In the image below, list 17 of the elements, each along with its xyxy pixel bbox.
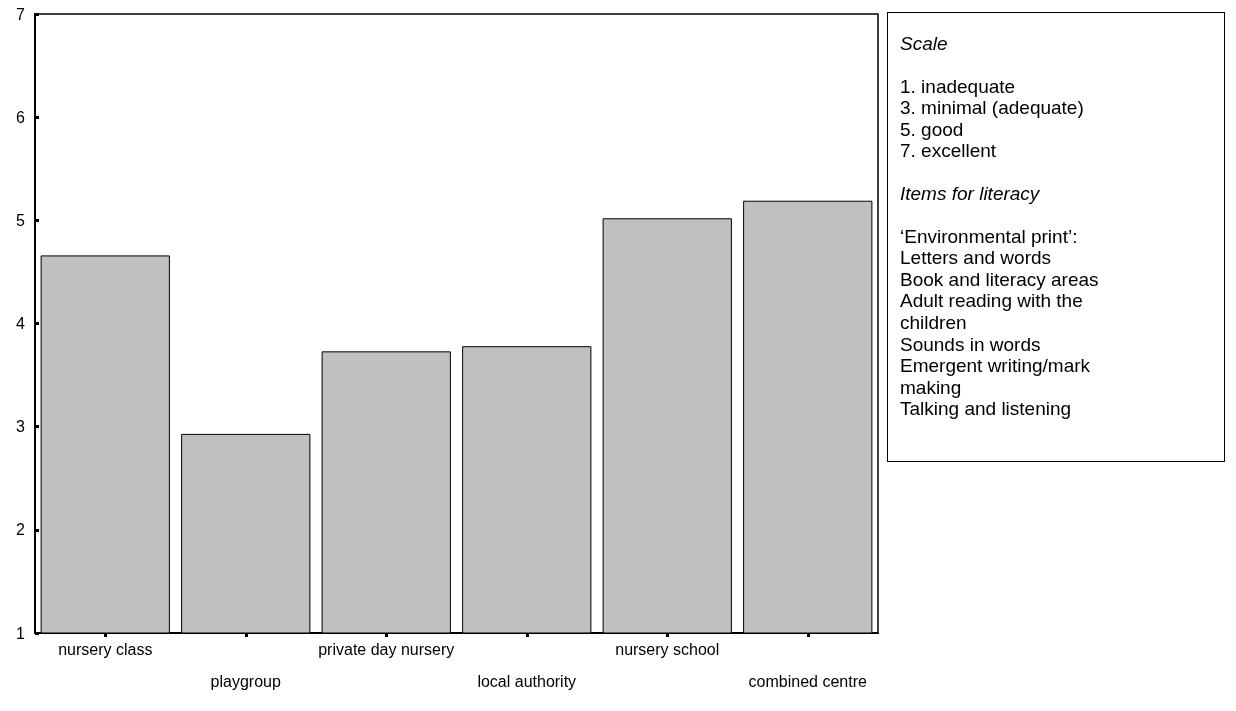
text: ‘Environmental print’: Letters and words Book and literacy areas Adult reading with the children Sounds in words Emergent writing/mark making Talking and listening xyxy=(900,225,1099,420)
y-tick-label: 1 xyxy=(16,624,26,642)
y-tick-label: 7 xyxy=(16,5,26,23)
text: Items for literacy xyxy=(900,182,1041,205)
y-tick-label: 6 xyxy=(16,108,26,126)
y-tick-label: 3 xyxy=(16,418,26,436)
x-tick-label: combined centre xyxy=(748,672,867,690)
x-tick-label: playgroup xyxy=(210,672,281,690)
x-tick-label: nursery class xyxy=(58,640,153,658)
y-tick-label: 2 xyxy=(16,521,26,539)
x-tick-label: private day nursery xyxy=(318,640,455,658)
x-tick-label: local authority xyxy=(477,672,577,690)
x-tick-label: nursery school xyxy=(615,640,720,658)
y-tick-label: 4 xyxy=(16,315,26,332)
text: 1. inadequate 3. minimal (adequate) 5. good 7. excellent xyxy=(900,75,1085,162)
text: Scale xyxy=(900,33,949,55)
y-tick-label: 5 xyxy=(16,211,26,229)
